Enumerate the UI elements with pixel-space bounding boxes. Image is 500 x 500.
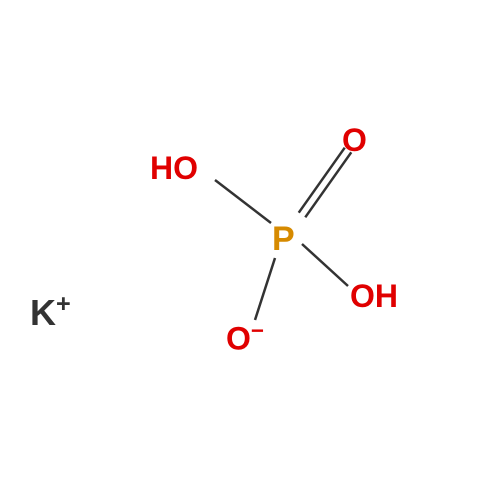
atom-K: K+ xyxy=(30,290,71,334)
atom-HO1: HO xyxy=(150,150,198,187)
atom-O_double: O xyxy=(342,122,367,159)
bond-single xyxy=(215,180,271,223)
atom-O_neg: O− xyxy=(226,318,264,358)
bond-double xyxy=(305,152,351,217)
bond-single xyxy=(255,258,275,320)
atom-OH2: OH xyxy=(350,278,398,315)
bond-double xyxy=(299,148,345,213)
atom-P: P xyxy=(272,220,295,259)
bond-single xyxy=(302,244,348,286)
molecule-diagram xyxy=(0,0,500,500)
